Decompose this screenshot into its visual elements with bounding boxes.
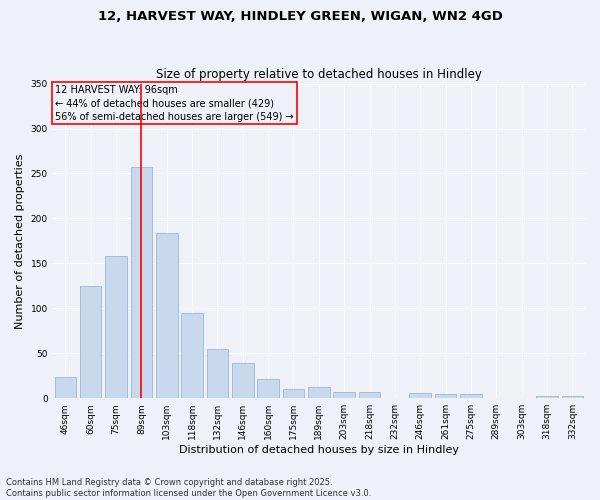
Text: Contains HM Land Registry data © Crown copyright and database right 2025.
Contai: Contains HM Land Registry data © Crown c…: [6, 478, 371, 498]
Bar: [232, 363, 254, 398]
Bar: [308, 388, 329, 398]
Bar: [55, 376, 76, 398]
Bar: [334, 392, 355, 398]
Bar: [80, 286, 101, 398]
X-axis label: Distribution of detached houses by size in Hindley: Distribution of detached houses by size …: [179, 445, 459, 455]
Text: 12 HARVEST WAY: 96sqm
← 44% of detached houses are smaller (429)
56% of semi-det: 12 HARVEST WAY: 96sqm ← 44% of detached …: [55, 85, 294, 122]
Text: 12, HARVEST WAY, HINDLEY GREEN, WIGAN, WN2 4GD: 12, HARVEST WAY, HINDLEY GREEN, WIGAN, W…: [98, 10, 502, 23]
Bar: [156, 233, 178, 398]
Bar: [283, 389, 304, 398]
Bar: [435, 394, 457, 398]
Bar: [131, 167, 152, 398]
Bar: [359, 392, 380, 398]
Bar: [409, 393, 431, 398]
Bar: [105, 256, 127, 398]
Bar: [181, 313, 203, 398]
Bar: [536, 396, 558, 398]
Title: Size of property relative to detached houses in Hindley: Size of property relative to detached ho…: [156, 68, 482, 81]
Bar: [460, 394, 482, 398]
Bar: [257, 380, 279, 398]
Bar: [562, 396, 583, 398]
Bar: [206, 349, 228, 398]
Y-axis label: Number of detached properties: Number of detached properties: [15, 153, 25, 328]
